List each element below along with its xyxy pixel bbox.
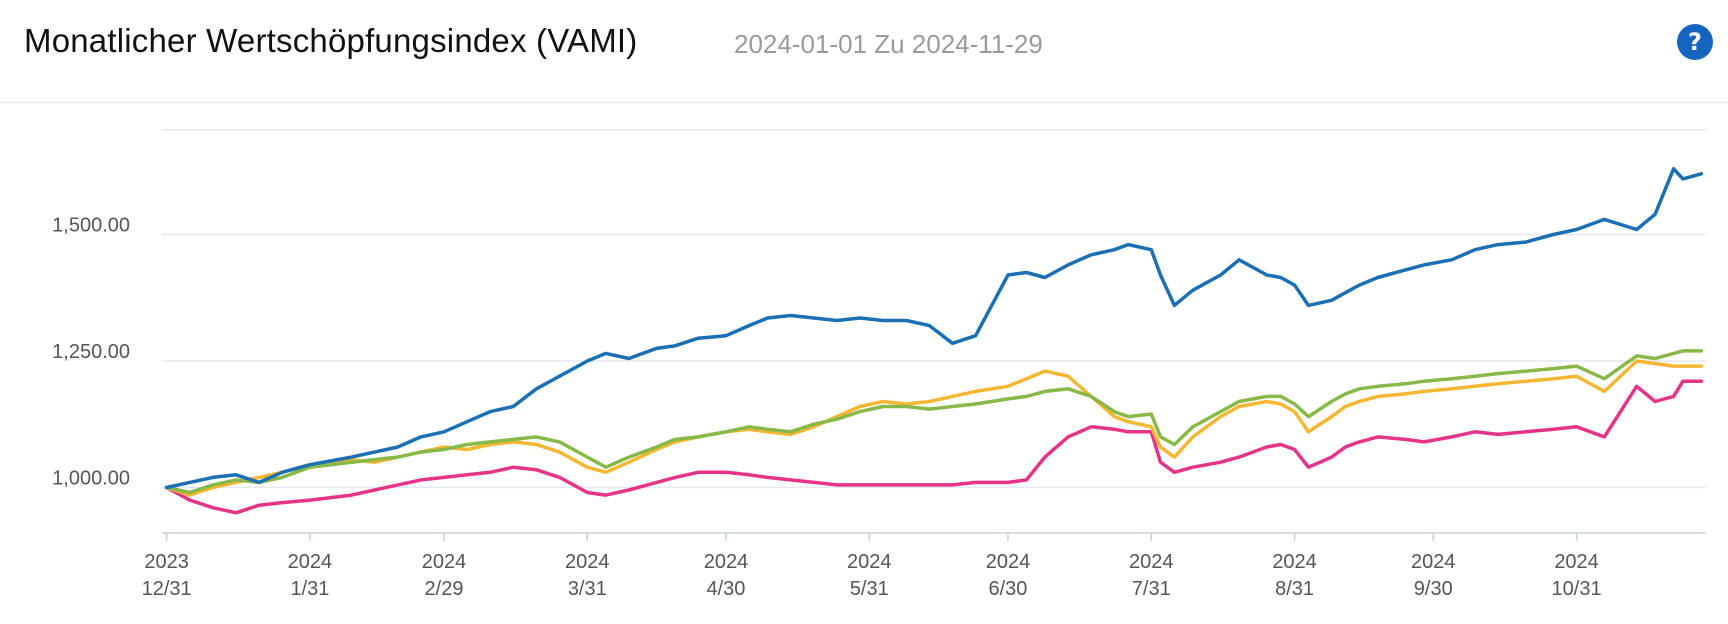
x-tick-date: 4/30 (707, 578, 746, 600)
series-line-pink (164, 379, 1704, 515)
x-tick-year: 2024 (422, 551, 467, 573)
x-tick-date: 1/31 (290, 578, 329, 600)
series-line-blue (164, 167, 1704, 490)
x-tick-year: 2024 (565, 551, 610, 573)
vami-chart: 1,000.00 1,250.00 1,500.00 2023 12/31 2024 1/… (52, 129, 1706, 600)
x-tick-year: 2024 (847, 551, 892, 573)
x-tick-year: 2024 (1129, 551, 1174, 573)
y-tick-label: 1,000.00 (52, 467, 130, 489)
help-button[interactable]: ? (1677, 24, 1713, 60)
x-tick-date: 3/31 (568, 578, 607, 600)
x-tick-date: 10/31 (1552, 578, 1602, 600)
x-tick-year: 2024 (986, 551, 1031, 573)
chart-header: Monatlicher Wertschöpfungsindex (VAMI) 2… (0, 0, 1728, 103)
x-tick-date: 9/30 (1414, 578, 1453, 600)
chart-title: Monatlicher Wertschöpfungsindex (VAMI) (24, 22, 638, 59)
series-layer (164, 167, 1704, 515)
series-line-yellow (164, 359, 1704, 497)
x-tick-date: 8/31 (1275, 578, 1314, 600)
x-tick-year: 2024 (288, 551, 333, 573)
x-tick-date: 6/30 (988, 578, 1027, 600)
x-tick-year: 2024 (704, 551, 749, 573)
series-line-green (164, 349, 1704, 495)
x-tick-year: 2024 (1411, 551, 1456, 573)
y-tick-label: 1,500.00 (52, 215, 130, 237)
x-tick-date: 12/31 (142, 578, 192, 600)
x-tick-year: 2024 (1272, 551, 1317, 573)
y-tick-label: 1,250.00 (52, 341, 130, 363)
x-tick-date: 2/29 (425, 578, 464, 600)
x-tick-year: 2024 (1554, 551, 1599, 573)
axis-layer (162, 532, 1706, 541)
x-tick-date: 7/31 (1132, 578, 1171, 600)
y-tick-labels: 1,000.00 1,250.00 1,500.00 (52, 215, 130, 490)
x-tick-date: 5/31 (850, 578, 889, 600)
date-range-label: 2024-01-01 Zu 2024-11-29 (734, 29, 1043, 59)
grid-layer (162, 129, 1706, 489)
x-tick-labels: 2023 12/31 2024 1/31 2024 2/29 2024 3/31 2024 4/3… (142, 551, 1602, 600)
x-tick-year: 2023 (144, 551, 189, 573)
